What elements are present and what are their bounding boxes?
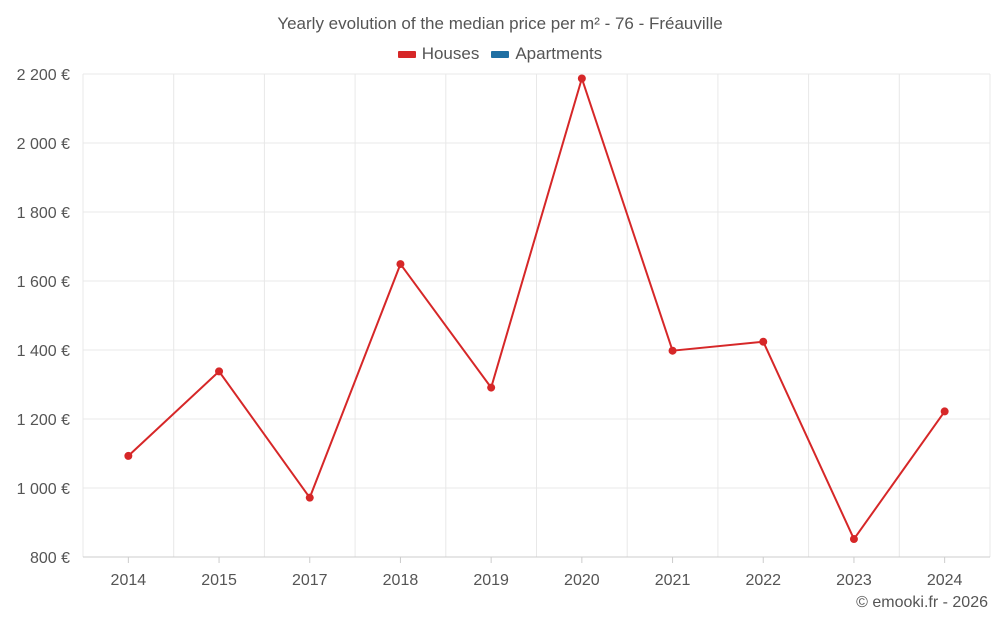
data-point-houses <box>305 493 314 502</box>
x-tick-label: 2022 <box>745 572 781 589</box>
data-point-houses <box>215 367 224 376</box>
y-tick-label: 1 200 € <box>17 412 70 429</box>
x-tick-label: 2019 <box>473 572 509 589</box>
legend: Houses Apartments <box>0 44 1000 64</box>
data-point-houses <box>668 346 677 355</box>
x-tick-label: 2014 <box>111 572 147 589</box>
data-point-houses <box>396 260 405 269</box>
data-point-houses <box>940 407 949 416</box>
y-tick-label: 2 000 € <box>17 136 70 153</box>
chart-title: Yearly evolution of the median price per… <box>277 14 723 33</box>
legend-item-apartments[interactable]: Apartments <box>491 44 602 64</box>
x-tick-label: 2023 <box>836 572 872 589</box>
y-tick-label: 1 800 € <box>17 205 70 222</box>
data-point-houses <box>577 74 586 83</box>
x-tick-label: 2021 <box>655 572 691 589</box>
legend-swatch-apartments <box>491 50 510 58</box>
data-point-houses <box>849 535 858 544</box>
y-tick-label: 800 € <box>30 550 70 567</box>
data-point-houses <box>487 383 496 392</box>
y-tick-label: 2 200 € <box>17 67 70 84</box>
series-line-houses <box>127 77 946 541</box>
legend-label-houses: Houses <box>421 44 480 63</box>
x-tick-label: 2020 <box>564 572 600 589</box>
legend-label-apartments: Apartments <box>515 44 603 63</box>
x-tick-label: 2015 <box>201 572 237 589</box>
y-tick-label: 1 000 € <box>17 481 70 498</box>
x-tick-label: 2024 <box>927 572 963 589</box>
x-tick-label: 2018 <box>383 572 419 589</box>
legend-item-houses[interactable]: Houses <box>397 44 480 64</box>
y-tick-label: 1 600 € <box>17 274 70 291</box>
x-tick-label: 2017 <box>292 572 328 589</box>
data-point-houses <box>124 451 133 460</box>
copyright-text: © emooki.fr - 2026 <box>856 594 988 611</box>
data-point-houses <box>759 337 768 346</box>
legend-swatch-houses <box>397 50 416 58</box>
y-tick-label: 1 400 € <box>17 343 70 360</box>
